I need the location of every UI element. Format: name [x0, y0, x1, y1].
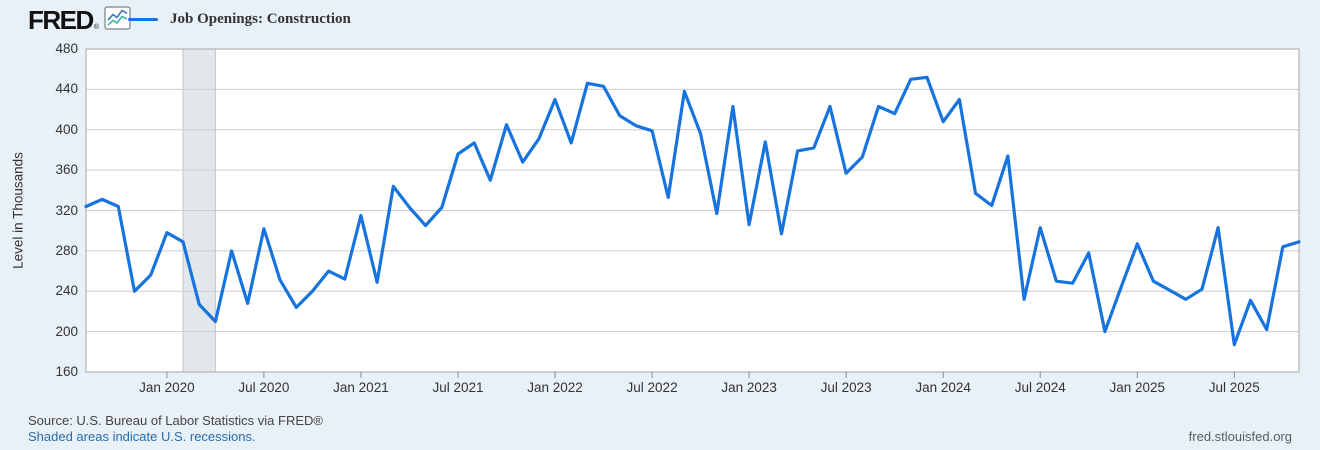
x-tick-label: Jan 2022 [527, 380, 583, 395]
x-tick-label: Jan 2024 [915, 380, 971, 395]
x-tick-label: Jul 2022 [626, 380, 678, 395]
x-tick-label: Jan 2023 [721, 380, 777, 395]
fred-logo-text: FRED [28, 5, 94, 35]
x-tick-label: Jan 2021 [333, 380, 389, 395]
legend[interactable]: Job Openings: Construction [128, 11, 351, 28]
y-tick-label: 240 [55, 283, 78, 299]
y-tick-label: 440 [55, 81, 78, 97]
plot-border [85, 48, 1300, 373]
x-tick-label: Jan 2025 [1109, 380, 1166, 395]
y-tick-label: 400 [55, 121, 78, 137]
fred-logo[interactable]: FRED ® [28, 5, 131, 35]
x-tick-label: Jul 2024 [1014, 380, 1066, 395]
fred-chart-icon [104, 5, 131, 35]
data-line-job-openings-construction[interactable] [84, 75, 1301, 347]
y-tick-label: 480 [55, 41, 78, 56]
x-tick-label: Jul 2020 [238, 380, 290, 395]
legend-line-swatch [128, 18, 158, 21]
x-tick-label: Jul 2021 [432, 380, 484, 395]
recession-note-link[interactable]: Shaded areas indicate U.S. recessions. [28, 429, 256, 444]
x-tick-label: Jan 2020 [139, 380, 195, 395]
y-tick-label: 320 [55, 202, 78, 218]
y-tick-label: 160 [55, 364, 78, 379]
y-tick-label: 200 [55, 323, 78, 339]
y-tick-label: 280 [55, 242, 78, 258]
x-tick-label: Jul 2025 [1208, 380, 1260, 395]
registered-mark: ® [93, 24, 99, 31]
legend-label: Job Openings: Construction [170, 11, 351, 27]
source-note: Source: U.S. Bureau of Labor Statistics … [28, 413, 323, 428]
x-tick-label: Jul 2023 [820, 380, 872, 395]
y-tick-label: 360 [55, 162, 78, 178]
site-url-link[interactable]: fred.stlouisfed.org [1188, 429, 1292, 444]
